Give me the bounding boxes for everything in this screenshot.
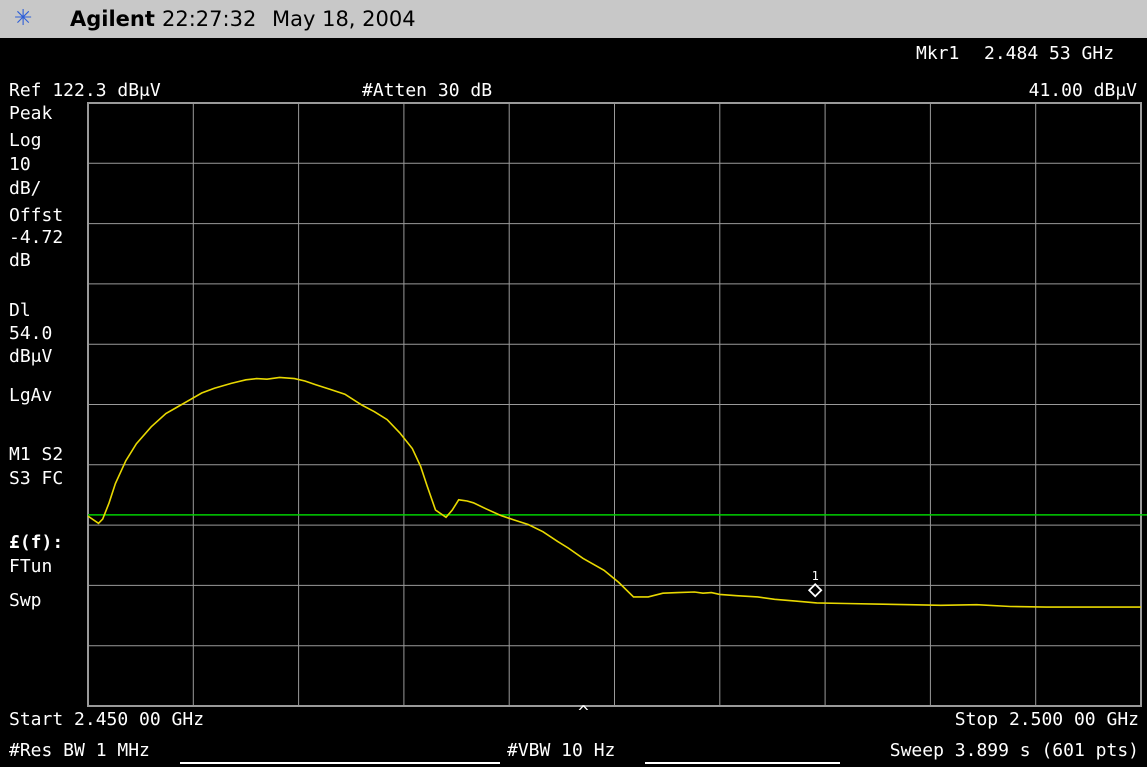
center-caret: ^	[578, 702, 589, 723]
stop-frequency: Stop 2.500 00 GHz	[954, 709, 1139, 730]
attenuation: #Atten 30 dB	[362, 80, 493, 101]
sweep-mode-label: Swp	[9, 590, 42, 611]
display-line-unit: dBμV	[9, 346, 53, 367]
footer-underline-left	[180, 762, 500, 764]
scale-type: Log	[9, 130, 42, 151]
offset-label: Offst	[9, 205, 64, 226]
clock-time: 22:27:32	[162, 7, 257, 31]
ftun-label: FTun	[9, 556, 53, 577]
reference-level: Ref 122.3 dBμV	[9, 80, 161, 101]
offset-unit: dB	[9, 250, 31, 271]
marker-number: 1	[812, 569, 819, 583]
clock-date: May 18, 2004	[272, 7, 416, 31]
display-line-value: 54.0	[9, 323, 53, 344]
trace-line	[87, 376, 1141, 608]
averaging-mode: LgAv	[9, 385, 53, 406]
brand-name: Agilent	[70, 7, 155, 31]
trace-status-row2: S3 FC	[9, 468, 64, 489]
trace-status-row1: M1 S2	[9, 444, 64, 465]
detector-mode: Peak	[9, 103, 53, 124]
display-line-label: Dl	[9, 300, 31, 321]
footer-underline-right	[645, 762, 840, 764]
scale-value: 10	[9, 154, 31, 175]
title-bar: ✳ Agilent 22:27:32 May 18, 2004	[0, 0, 1147, 38]
sweep-time: Sweep 3.899 s (601 pts)	[889, 740, 1139, 761]
agilent-spark-icon: ✳	[14, 6, 33, 31]
video-bandwidth: #VBW 10 Hz	[507, 740, 616, 761]
marker-label: Mkr1	[916, 43, 960, 64]
scale-unit: dB/	[9, 178, 42, 199]
marker-frequency: 2.484 53 GHz	[984, 43, 1115, 64]
marker-diamond	[807, 582, 823, 598]
start-frequency: Start 2.450 00 GHz	[9, 709, 205, 730]
offset-value: -4.72	[9, 227, 64, 248]
graticule	[87, 102, 1142, 707]
marker-1: 1	[807, 569, 823, 598]
correction-label: £(f):	[9, 532, 64, 553]
marker-amplitude: 41.00 dBμV	[1028, 80, 1137, 101]
resolution-bandwidth: #Res BW 1 MHz	[9, 740, 150, 761]
